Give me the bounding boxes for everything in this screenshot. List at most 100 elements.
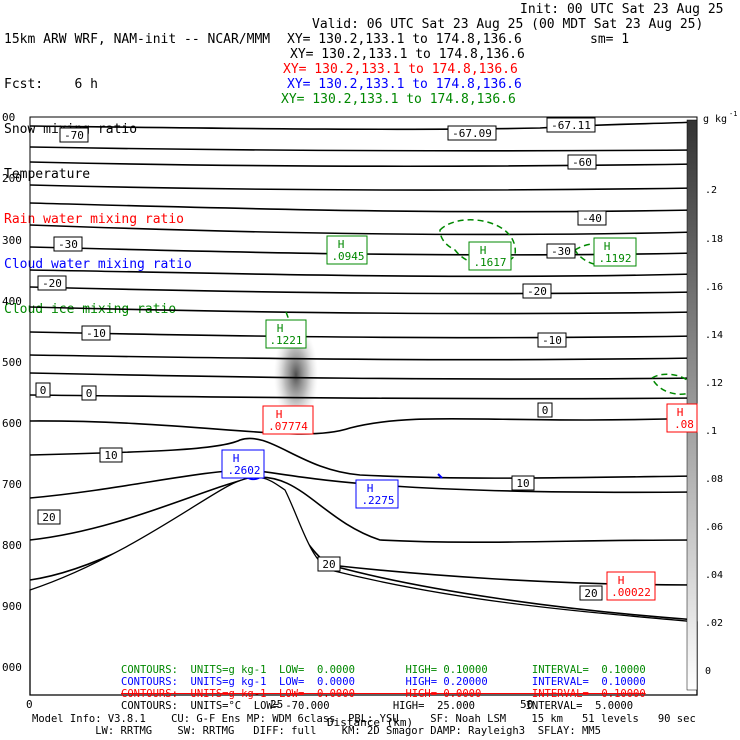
isotherm-label: -60 [567,154,597,170]
colorbar-tick: 0 [705,666,711,677]
colorbar-tick: .14 [705,330,723,341]
field-rain: Rain water mixing ratio [4,212,185,227]
colorbar-unit-exp: -1 [729,110,737,118]
svg-text:H: H [277,322,284,335]
svg-text:20: 20 [42,511,55,524]
x-axis: 0 25 50 Distance (km) [26,698,533,729]
isotherm-label: -20 [37,275,67,291]
isotherm-label: -30 [546,243,576,259]
isotherm-label: 0 [537,402,553,418]
max-box-rain: H.00022 [606,571,656,601]
svg-text:10: 10 [516,477,529,490]
isotherm-label: 10 [99,447,123,463]
valid-time: Valid: 06 UTC Sat 23 Aug 25 (00 MDT Sat … [312,17,704,32]
svg-text:H: H [480,244,487,257]
field-cloud-water: Cloud water mixing ratio [4,257,192,272]
y-tick: 600 [2,417,22,430]
isotherm-label: -10 [81,325,111,341]
model-info-2: LW: RRTMG SW: RRTMG DIFF: full KM: 2D Sm… [32,725,601,737]
svg-text:.1617: .1617 [473,256,506,269]
svg-text:.0945: .0945 [331,250,364,263]
svg-text:H: H [604,240,611,253]
contour-info-rain: CONTOURS: UNITS=g kg-1 LOW= 0.0000 HIGH=… [121,688,646,700]
svg-text:H: H [338,238,345,251]
isotherm-label: -10 [537,332,567,348]
model-title: 15km ARW WRF, NAM-init -- NCAR/MMM [4,32,271,47]
svg-text:.07774: .07774 [268,420,308,433]
xy-row-cloud-water: XY= 130.2,133.1 to 174.8,136.6 [287,77,522,92]
x-axis-label: Distance (km) [327,716,413,729]
isotherm-label: 20 [37,509,61,525]
svg-text:20: 20 [322,558,335,571]
svg-text:-30: -30 [58,238,78,251]
colorbar-tick: .16 [705,282,723,293]
svg-text:.1221: .1221 [269,334,302,347]
colorbar-tick: .12 [705,378,723,389]
contour-info-temp: CONTOURS: UNITS=°C LOW= -70.000 HIGH= 25… [121,700,634,712]
max-box-rain: H.07774 [262,405,314,435]
svg-text:H: H [677,406,684,419]
forecast-hour: Fcst: 6 h [4,77,98,92]
isotherm-label: -30 [53,236,83,252]
isotherm-label: -20 [522,283,552,299]
isotherm-label: -67.09 [447,125,497,141]
svg-text:-70: -70 [64,129,84,142]
svg-text:0: 0 [40,384,47,397]
field-temperature: Temperature [4,167,91,182]
contour-info-water: CONTOURS: UNITS=g kg-1 LOW= 0.0000 HIGH=… [121,676,646,688]
terrain [29,476,698,696]
max-box-cloud-ice: H.0945 [326,235,368,265]
y-tick: 900 [2,600,22,613]
svg-text:0: 0 [542,404,549,417]
svg-text:10: 10 [104,449,117,462]
max-box-cloud-ice: H.1617 [468,241,512,271]
model-info: Model Info: V3.8.1 CU: G-F Ens MP: WDM 6… [32,713,696,725]
svg-text:.00022: .00022 [611,586,651,599]
svg-text:.2602: .2602 [227,464,260,477]
max-box-rain: H.08 [666,403,698,433]
x-tick: 25 [270,698,283,711]
svg-text:-60: -60 [572,156,592,169]
svg-text:-20: -20 [527,285,547,298]
colorbar-unit: g kg [703,114,727,125]
svg-text:.08: .08 [674,418,694,431]
isotherm-label: 20 [579,585,603,601]
y-tick: 500 [2,356,22,369]
max-box-cloud-water: H.2275 [355,479,399,509]
svg-text:.1192: .1192 [598,252,631,265]
svg-text:-10: -10 [86,327,106,340]
x-tick: 50 [520,698,533,711]
colorbar-tick: .18 [705,234,723,245]
maxima-boxes: H.0945 H.1617 H.1192 H.1221 H.07774 H.08… [221,235,698,601]
xy-row-snow: XY= 130.2,133.1 to 174.8,136.6 [287,32,522,47]
y-tick: 300 [2,234,22,247]
header-left: 15km ARW WRF, NAM-init -- NCAR/MMM Fcst:… [4,2,270,332]
svg-text:-67.09: -67.09 [452,127,492,140]
xy-row-cloud-ice: XY= 130.2,133.1 to 174.8,136.6 [281,92,516,107]
y-tick: 00 [2,111,15,124]
max-box-cloud-ice: H.1221 [265,319,307,349]
svg-text:-10: -10 [542,334,562,347]
xy-row-temp: XY= 130.2,133.1 to 174.8,136.6 [290,47,525,62]
xy-row-rain: XY= 130.2,133.1 to 174.8,136.6 [283,62,518,77]
colorbar-tick: .04 [705,570,723,581]
colorbar-tick: .1 [705,426,717,437]
svg-text:-30: -30 [551,245,571,258]
y-tick: 200 [2,172,22,185]
isotherm-label: 10 [511,475,535,491]
colorbar-tick: .08 [705,474,723,485]
svg-text:-67.11: -67.11 [551,119,591,132]
svg-text:H: H [367,482,374,495]
isotherm-label: 0 [81,385,97,401]
isotherm-label: 0 [35,382,51,398]
y-tick: 000 [2,661,22,674]
svg-text:-20: -20 [42,277,62,290]
max-box-cloud-water: H.2602 [221,449,265,479]
contour-info-ice: CONTOURS: UNITS=g kg-1 LOW= 0.0000 HIGH=… [121,664,646,676]
svg-text:H: H [233,452,240,465]
colorbar-tick: .06 [705,522,723,533]
colorbar-tick: .02 [705,618,723,629]
sm-value: sm= 1 [590,32,630,47]
svg-text:H: H [618,574,625,587]
